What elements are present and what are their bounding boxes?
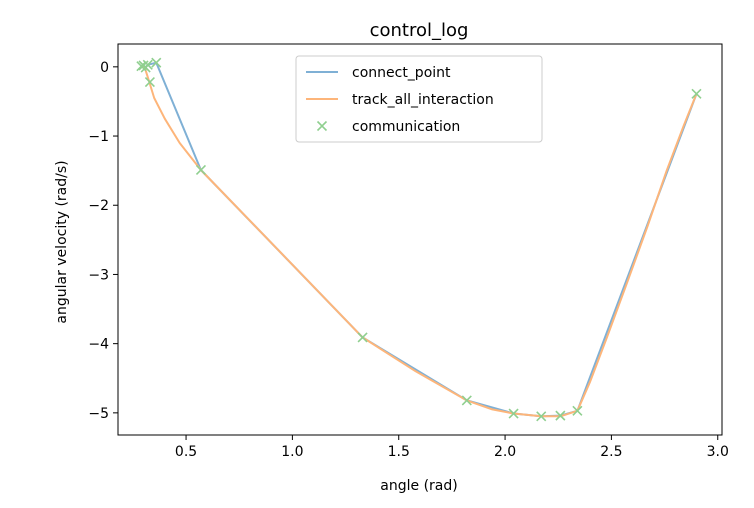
plot-area: 0.5 1.0 1.5 2.0 2.5 3.0 0 −1 −2 −3 −4 −5 connect_poi… [88, 43, 729, 460]
legend-box [295, 55, 543, 143]
scatter-point [555, 410, 566, 421]
scatter-point [536, 411, 547, 422]
scatter-point [142, 59, 153, 70]
chart-title: control_log [370, 20, 469, 41]
legend-label: track_all_interaction [352, 92, 494, 108]
y-tick-label: −4 [88, 337, 109, 353]
legend-label: connect_point [352, 65, 451, 81]
legend-label: communication [352, 119, 460, 135]
scatter-point [144, 76, 155, 88]
scatter-point [691, 88, 702, 99]
x-tick-label: 0.5 [175, 444, 197, 460]
x-tick-label: 1.5 [388, 444, 410, 460]
y-axis-label: angular velocity (rad/s) [54, 160, 70, 323]
scatter-point [461, 395, 472, 406]
y-tick-label: −1 [88, 129, 109, 145]
x-tick-label: 2.5 [600, 444, 622, 460]
x-tick-label: 3.0 [707, 444, 729, 460]
scatter-point [572, 405, 583, 416]
x-axis-label: angle (rad) [380, 478, 457, 494]
axes-frame [117, 43, 723, 436]
scatter-point [195, 164, 207, 176]
y-tick-label: −3 [88, 267, 109, 283]
scatter-point [508, 408, 519, 419]
x-tick-label: 2.0 [494, 444, 516, 460]
y-tick-label: −5 [88, 406, 109, 422]
scatter-point [151, 57, 162, 68]
scatter-point [357, 332, 368, 343]
y-tick-label: 0 [100, 60, 109, 76]
x-tick-label: 1.0 [281, 444, 303, 460]
series-line-track_all_interaction [141, 65, 698, 418]
y-tick-label: −2 [88, 198, 109, 214]
legend-swatch-communication [316, 120, 328, 132]
